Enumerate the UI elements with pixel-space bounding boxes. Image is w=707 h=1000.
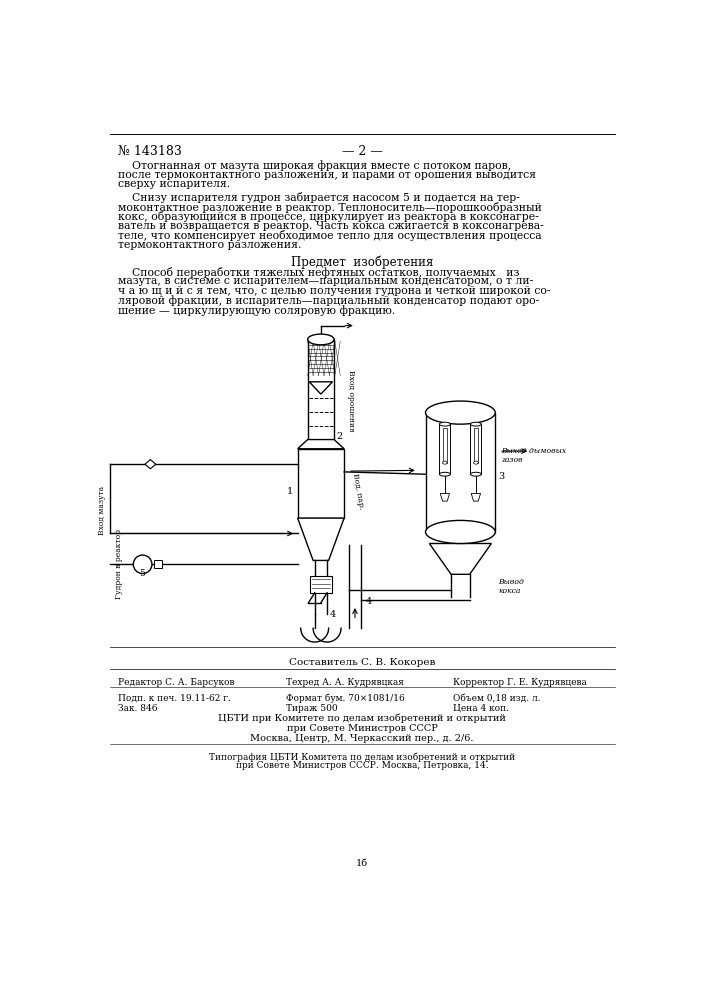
- Text: Выход дымовых: Выход дымовых: [501, 447, 566, 455]
- Text: 3: 3: [498, 472, 505, 481]
- Text: Цена 4 коп.: Цена 4 коп.: [452, 704, 508, 713]
- Polygon shape: [429, 544, 491, 574]
- Text: Способ переработки тяжелых нефтяных остатков, получаемых   из: Способ переработки тяжелых нефтяных оста…: [118, 267, 519, 278]
- Text: Подп. к печ. 19.11-62 г.: Подп. к печ. 19.11-62 г.: [118, 694, 230, 703]
- Text: 4: 4: [366, 597, 372, 606]
- Text: при Совете Министров СССР: при Совете Министров СССР: [286, 724, 438, 733]
- Text: Отогнанная от мазута широкая фракция вместе с потоком паров,: Отогнанная от мазута широкая фракция вме…: [118, 160, 511, 171]
- Text: — 2 —: — 2 —: [341, 145, 382, 158]
- Text: при Совете Министров СССР. Москва, Петровка, 14.: при Совете Министров СССР. Москва, Петро…: [235, 761, 489, 770]
- Bar: [474, 428, 478, 463]
- Text: Гудрон в реактор: Гудрон в реактор: [115, 529, 124, 599]
- Text: № 143183: № 143183: [118, 145, 182, 158]
- Text: ЦБТИ при Комитете по делам изобретений и открытий: ЦБТИ при Комитете по делам изобретений и…: [218, 714, 506, 723]
- Text: Редактор С. А. Барсуков: Редактор С. А. Барсуков: [118, 678, 234, 687]
- Text: Вход орошения: Вход орошения: [347, 370, 355, 432]
- Text: кокса: кокса: [498, 587, 521, 595]
- Text: Техред А. А. Кудрявцкая: Техред А. А. Кудрявцкая: [286, 678, 404, 687]
- Ellipse shape: [440, 472, 450, 476]
- Bar: [443, 428, 448, 463]
- Text: термоконтактного разложения.: термоконтактного разложения.: [118, 240, 301, 250]
- Ellipse shape: [308, 334, 334, 345]
- Text: моконтактное разложение в реактор. Теплоноситель—порошкообразный: моконтактное разложение в реактор. Тепло…: [118, 202, 542, 213]
- Text: Формат бум. 70×1081/16: Формат бум. 70×1081/16: [286, 694, 404, 703]
- Text: 1б: 1б: [356, 859, 368, 868]
- Bar: [154, 560, 162, 568]
- Bar: [426, 413, 495, 532]
- Text: Тираж 500: Тираж 500: [286, 704, 338, 713]
- Polygon shape: [298, 440, 344, 449]
- Text: ч а ю щ и й с я тем, что, с целью получения гудрона и четкой широкой со-: ч а ю щ и й с я тем, что, с целью получе…: [118, 286, 550, 296]
- Ellipse shape: [474, 461, 478, 464]
- Bar: [298, 449, 344, 518]
- Circle shape: [134, 555, 152, 574]
- Text: Корректор Г. Е. Кудрявцева: Корректор Г. Е. Кудрявцева: [452, 678, 587, 687]
- Text: 4: 4: [330, 610, 337, 619]
- Text: ватель и возвращается в реактор. Часть кокса сжигается в коксонагрева-: ватель и возвращается в реактор. Часть к…: [118, 221, 544, 231]
- Text: Зак. 846: Зак. 846: [118, 704, 158, 713]
- Text: Москва, Центр, М. Черкасский пер., д. 2/6.: Москва, Центр, М. Черкасский пер., д. 2/…: [250, 734, 474, 743]
- Polygon shape: [472, 493, 481, 501]
- Text: шение — циркулирующую соляровую фракцию.: шение — циркулирующую соляровую фракцию.: [118, 305, 395, 316]
- Polygon shape: [309, 382, 332, 394]
- Bar: [308, 339, 334, 440]
- Text: Вод. пар.: Вод. пар.: [351, 473, 366, 510]
- Text: 1: 1: [287, 487, 293, 496]
- Ellipse shape: [426, 520, 495, 544]
- Ellipse shape: [426, 401, 495, 424]
- Text: после термоконтактного разложения, и парами от орошения выводится: после термоконтактного разложения, и пар…: [118, 170, 536, 180]
- Text: газов: газов: [501, 456, 523, 464]
- Ellipse shape: [443, 461, 448, 464]
- Text: Снизу испарителя гудрон забирается насосом 5 и подается на тер-: Снизу испарителя гудрон забирается насос…: [118, 192, 520, 203]
- Text: Составитель С. В. Кокорев: Составитель С. В. Кокорев: [288, 658, 435, 667]
- Text: мазута, в системе с испарителем—парциальным конденсатором, о т ли-: мазута, в системе с испарителем—парциаль…: [118, 276, 533, 286]
- Polygon shape: [145, 460, 156, 469]
- Bar: [310, 576, 332, 593]
- Text: Типография ЦБТИ Комитета по делам изобретений и открытий: Типография ЦБТИ Комитета по делам изобре…: [209, 752, 515, 762]
- Polygon shape: [298, 518, 344, 560]
- Ellipse shape: [470, 422, 481, 426]
- Text: Объем 0,18 изд. л.: Объем 0,18 изд. л.: [452, 694, 540, 703]
- Text: Предмет  изобретения: Предмет изобретения: [291, 256, 433, 269]
- Bar: [440, 424, 450, 474]
- Text: Вход мазута: Вход мазута: [98, 486, 106, 535]
- Text: 2: 2: [337, 432, 343, 441]
- Text: кокс, образующийся в процессе, циркулирует из реактора в коксонагре-: кокс, образующийся в процессе, циркулиру…: [118, 211, 539, 222]
- Polygon shape: [440, 493, 450, 501]
- Ellipse shape: [440, 422, 450, 426]
- Text: Вывод: Вывод: [498, 578, 524, 586]
- Bar: [470, 424, 481, 474]
- Ellipse shape: [470, 472, 481, 476]
- Text: 5: 5: [139, 569, 146, 578]
- Text: ляровой фракции, в испаритель—парциальный конденсатор подают оро-: ляровой фракции, в испаритель—парциальны…: [118, 296, 539, 306]
- Text: сверху испарителя.: сверху испарителя.: [118, 179, 230, 189]
- Text: теле, что компенсирует необходимое тепло для осуществления процесса: теле, что компенсирует необходимое тепло…: [118, 230, 542, 241]
